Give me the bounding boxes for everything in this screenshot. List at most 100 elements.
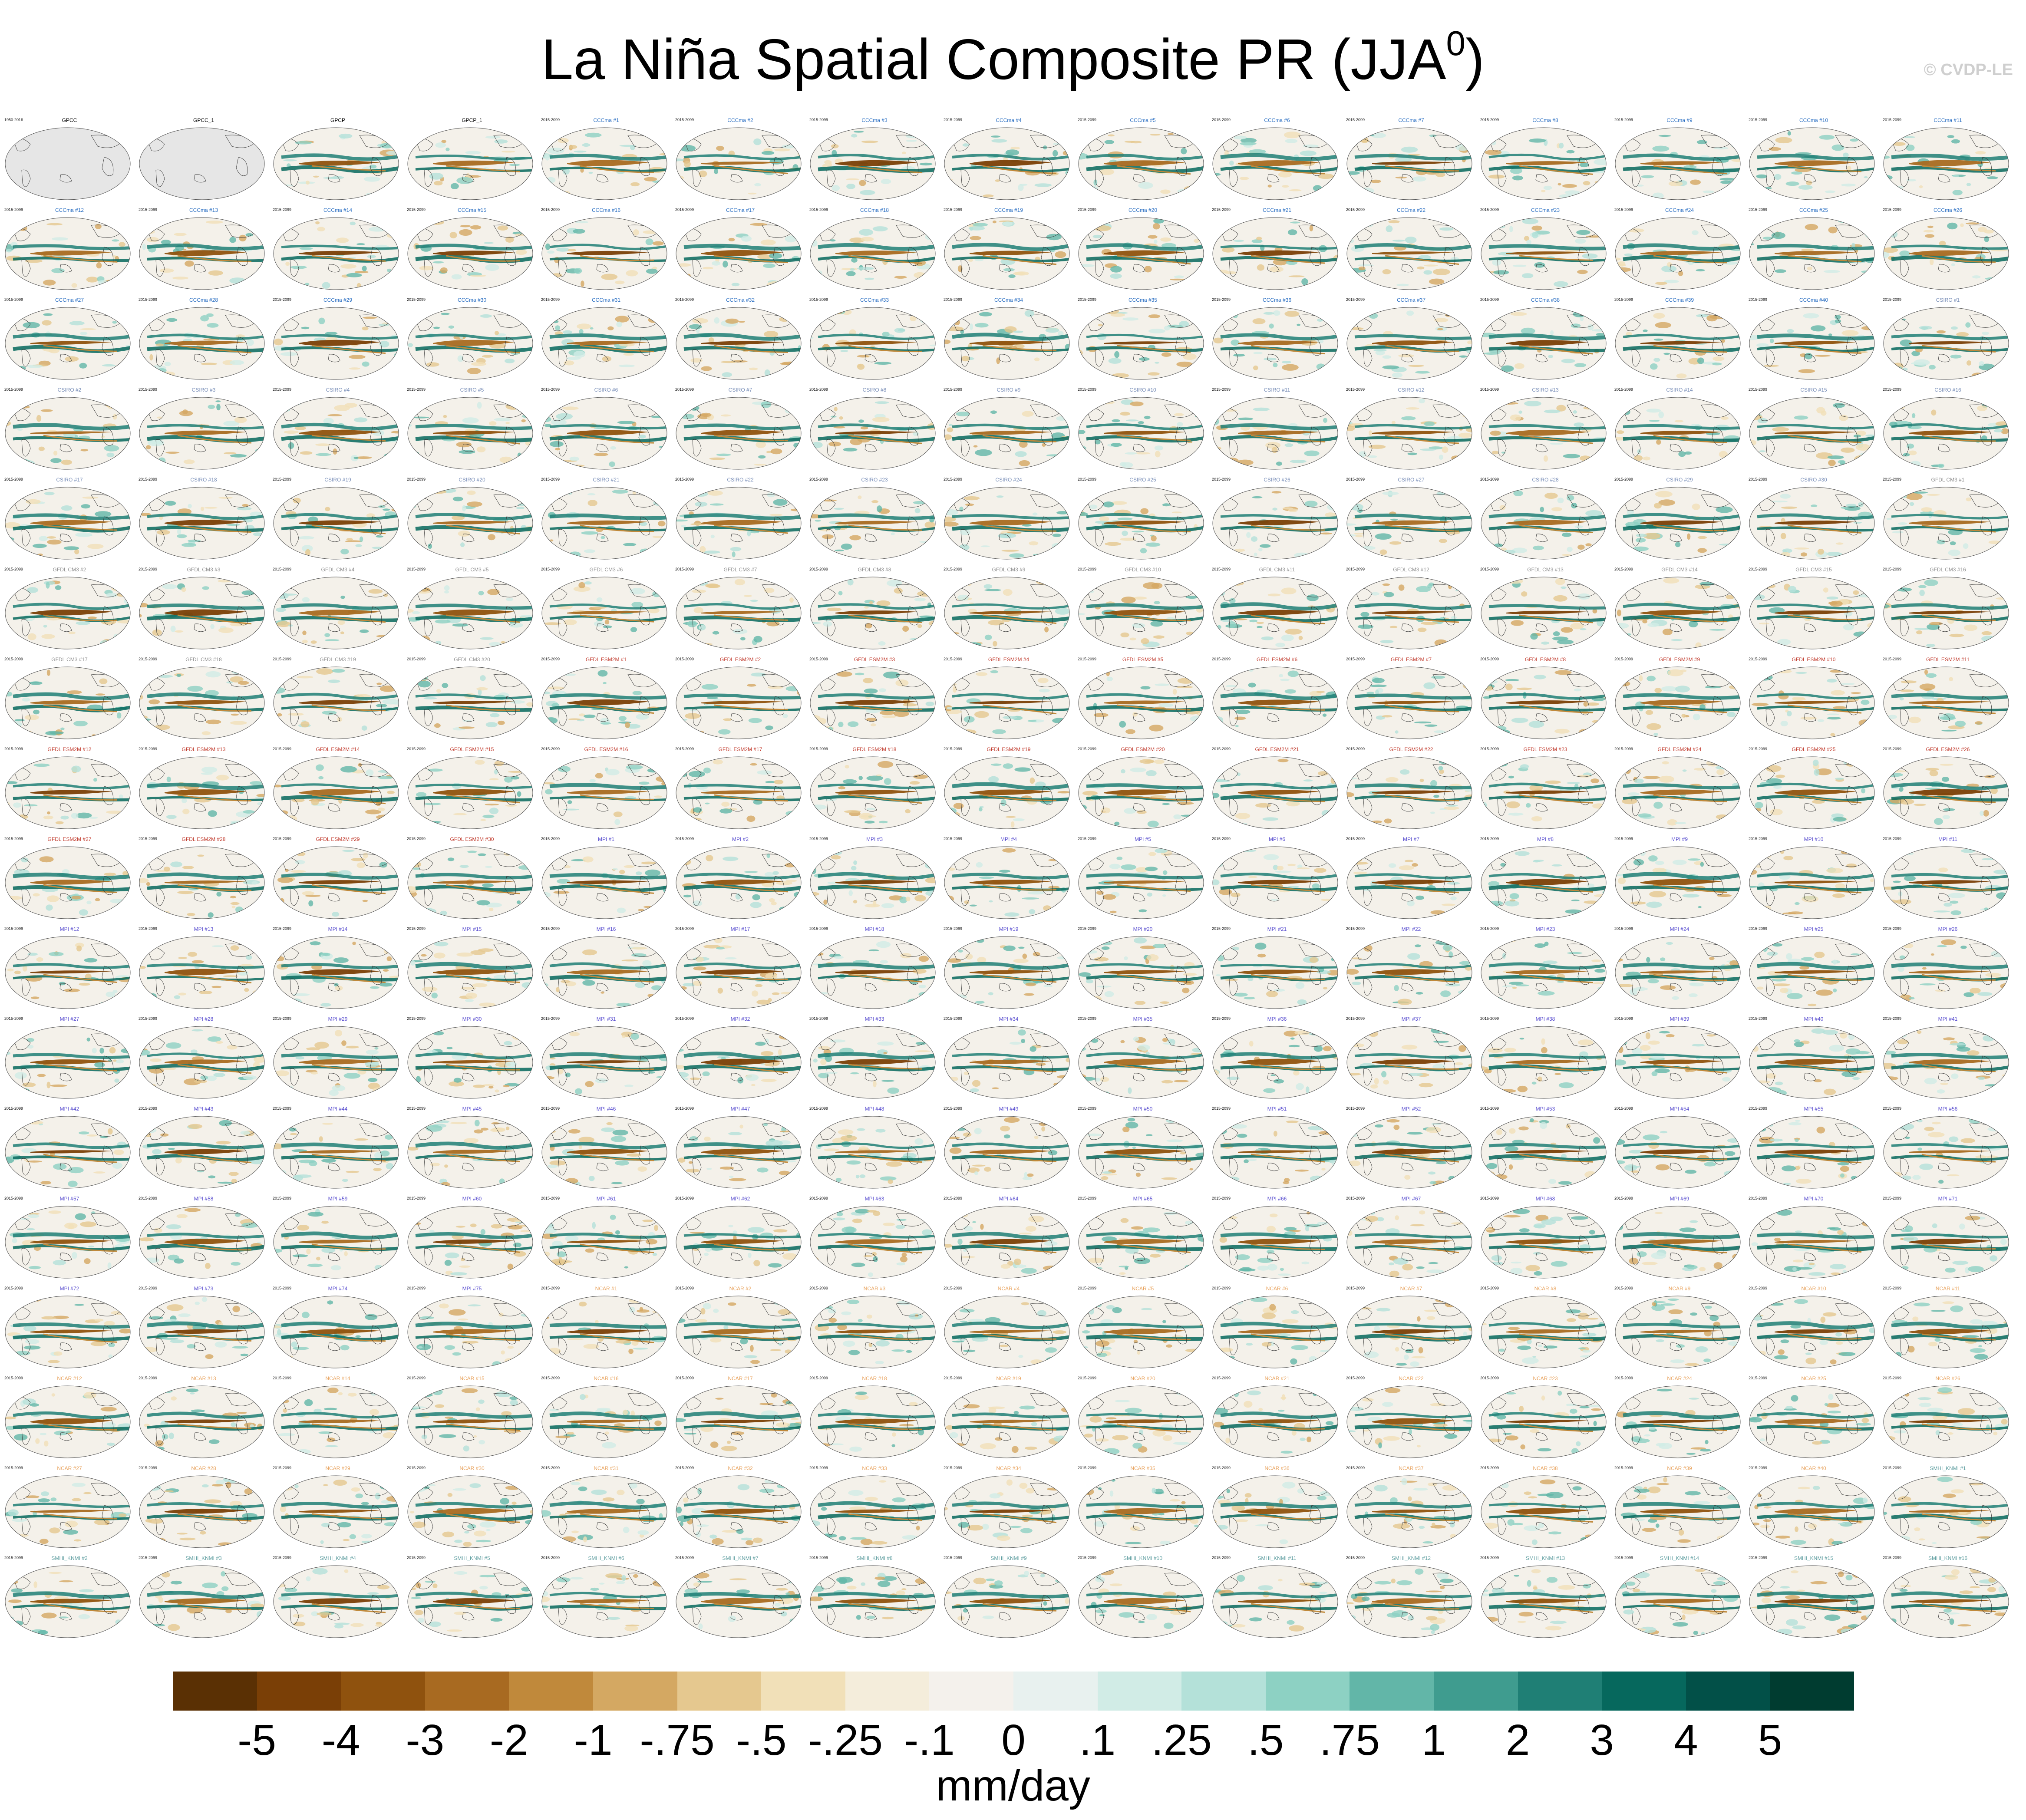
map-panel: 2015-2099 MPI #59 bbox=[273, 1196, 403, 1283]
panel-years: 2015-2099 bbox=[273, 567, 292, 571]
map-panel: 2015-2099 MPI #41 bbox=[1883, 1016, 2013, 1103]
globe-map bbox=[1212, 1206, 1338, 1279]
panel-title: NCAR #5 bbox=[1132, 1286, 1154, 1292]
map-panel: 2015-2099 NCAR #11 bbox=[1883, 1286, 2013, 1372]
map-panel: 2015-2099 CSIRO #8 bbox=[809, 387, 940, 474]
panel-title: CSIRO #21 bbox=[593, 477, 620, 483]
globe-map bbox=[1749, 397, 1875, 470]
map-panel: 2015-2099 CCCma #34 bbox=[944, 297, 1074, 384]
panel-years: 2015-2099 bbox=[1346, 567, 1365, 571]
panel-years: 2015-2099 bbox=[407, 1106, 426, 1111]
panel-years: 2015-2099 bbox=[541, 477, 560, 481]
panel-years: 2015-2099 bbox=[1480, 1106, 1499, 1111]
map-panel: 2015-2099 NCAR #14 bbox=[273, 1375, 403, 1462]
panel-title: GFDL ESM2M #9 bbox=[1659, 656, 1700, 663]
panel-years: 2015-2099 bbox=[1614, 1196, 1633, 1200]
globe-map bbox=[1615, 127, 1741, 200]
globe-map bbox=[810, 487, 936, 560]
panel-title: GFDL ESM2M #24 bbox=[1657, 746, 1702, 752]
globe-map bbox=[1615, 1385, 1741, 1458]
colorbar-cell bbox=[341, 1672, 426, 1711]
panel-years: 2015-2099 bbox=[1480, 567, 1499, 571]
map-panel: 2015-2099 GFDL ESM2M #7 bbox=[1346, 656, 1476, 743]
panel-years: 2015-2099 bbox=[1078, 837, 1097, 841]
panel-title: MPI #31 bbox=[596, 1016, 616, 1022]
map-panel: 2015-2099 NCAR #7 bbox=[1346, 1286, 1476, 1372]
globe-map bbox=[1615, 666, 1741, 739]
colorbar-cell bbox=[173, 1672, 257, 1711]
map-panel: 2015-2099 NCAR #30 bbox=[407, 1465, 537, 1552]
map-panel: 2015-2099 CSIRO #14 bbox=[1614, 387, 1745, 474]
globe-map bbox=[1346, 1116, 1472, 1189]
globe-map bbox=[1481, 756, 1607, 829]
globe-map bbox=[139, 577, 265, 650]
globe-map bbox=[407, 307, 533, 380]
map-panel: 2015-2099 MPI #1 bbox=[541, 836, 671, 923]
globe-map bbox=[1078, 1565, 1204, 1638]
globe-map bbox=[407, 756, 533, 829]
panel-years: 2015-2099 bbox=[1480, 926, 1499, 931]
globe-map bbox=[1481, 217, 1607, 290]
panel-title: MPI #51 bbox=[1267, 1106, 1287, 1112]
panel-years: 2015-2099 bbox=[541, 1376, 560, 1380]
globe-map bbox=[1481, 936, 1607, 1009]
globe-map bbox=[5, 936, 131, 1009]
panel-years: 2015-2099 bbox=[139, 1196, 158, 1200]
panel-years: 2015-2099 bbox=[1212, 208, 1231, 212]
panel-title: NCAR #27 bbox=[57, 1465, 82, 1471]
map-panel: 2015-2099 CCCma #31 bbox=[541, 297, 671, 384]
panel-title: MPI #59 bbox=[328, 1196, 348, 1202]
panel-years: 2015-2099 bbox=[809, 926, 828, 931]
map-panel: 2015-2099 GFDL ESM2M #10 bbox=[1749, 656, 1879, 743]
panel-years: 2015-2099 bbox=[1480, 118, 1499, 122]
panel-years: 2015-2099 bbox=[1614, 657, 1633, 661]
panel-years: 2015-2099 bbox=[675, 567, 694, 571]
map-panel: 2015-2099 SMHI_KNMI #7 bbox=[675, 1555, 805, 1642]
panel-years: 2015-2099 bbox=[1749, 1466, 1768, 1470]
map-panel: 2015-2099 CCCma #28 bbox=[139, 297, 269, 384]
panel-title: GFDL ESM2M #15 bbox=[450, 746, 494, 752]
globe-map bbox=[1078, 397, 1204, 470]
map-panel: 2015-2099 GFDL ESM2M #17 bbox=[675, 746, 805, 833]
globe-map bbox=[810, 1296, 936, 1368]
panel-title: MPI #8 bbox=[1537, 836, 1554, 842]
panel-title: MPI #42 bbox=[59, 1106, 79, 1112]
map-panel: 2015-2099 NCAR #21 bbox=[1212, 1375, 1342, 1462]
globe-map bbox=[407, 1116, 533, 1189]
map-panel: 2015-2099 CSIRO #18 bbox=[139, 477, 269, 564]
map-panel: 2015-2099 CCCma #26 bbox=[1883, 207, 2013, 294]
map-panel: 2015-2099 MPI #67 bbox=[1346, 1196, 1476, 1283]
panel-years: 2015-2099 bbox=[809, 208, 828, 212]
panel-years: 2015-2099 bbox=[1078, 1106, 1097, 1111]
panel-years: 2015-2099 bbox=[541, 1466, 560, 1470]
map-panel: 2015-2099 MPI #51 bbox=[1212, 1106, 1342, 1193]
panel-title: SMHI_KNMI #9 bbox=[990, 1555, 1027, 1561]
panel-title: NCAR #24 bbox=[1667, 1375, 1692, 1381]
panel-title: GFDL CM3 #17 bbox=[51, 656, 88, 663]
globe-map bbox=[1078, 1296, 1204, 1368]
panel-title: CCCma #23 bbox=[1531, 207, 1560, 213]
panel-years: 2015-2099 bbox=[1883, 747, 1902, 751]
panel-title: SMHI_KNMI #16 bbox=[1928, 1555, 1968, 1561]
panel-title: MPI #30 bbox=[462, 1016, 482, 1022]
map-panel: 2015-2099 GFDL CM3 #10 bbox=[1078, 567, 1208, 653]
globe-map bbox=[944, 127, 1070, 200]
globe-map bbox=[1481, 1296, 1607, 1368]
panel-title: NCAR #39 bbox=[1667, 1465, 1692, 1471]
map-panel: GPCP bbox=[273, 117, 403, 204]
globe-map bbox=[1346, 127, 1472, 200]
globe-map bbox=[541, 1026, 667, 1099]
globe-map bbox=[810, 846, 936, 919]
panel-years: 2015-2099 bbox=[407, 926, 426, 931]
map-panel: 2015-2099 NCAR #22 bbox=[1346, 1375, 1476, 1462]
map-panel: 2015-2099 CCCma #2 bbox=[675, 117, 805, 204]
map-panel: 2015-2099 GFDL ESM2M #26 bbox=[1883, 746, 2013, 833]
panel-title: NCAR #29 bbox=[325, 1465, 350, 1471]
panel-title: GFDL ESM2M #22 bbox=[1389, 746, 1433, 752]
globe-map bbox=[5, 1385, 131, 1458]
panel-title: GFDL CM3 #12 bbox=[1393, 567, 1429, 573]
panel-title: NCAR #30 bbox=[459, 1465, 485, 1471]
globe-map bbox=[139, 1026, 265, 1099]
panel-title: NCAR #16 bbox=[594, 1375, 619, 1381]
panel-title: CCCma #32 bbox=[726, 297, 755, 303]
